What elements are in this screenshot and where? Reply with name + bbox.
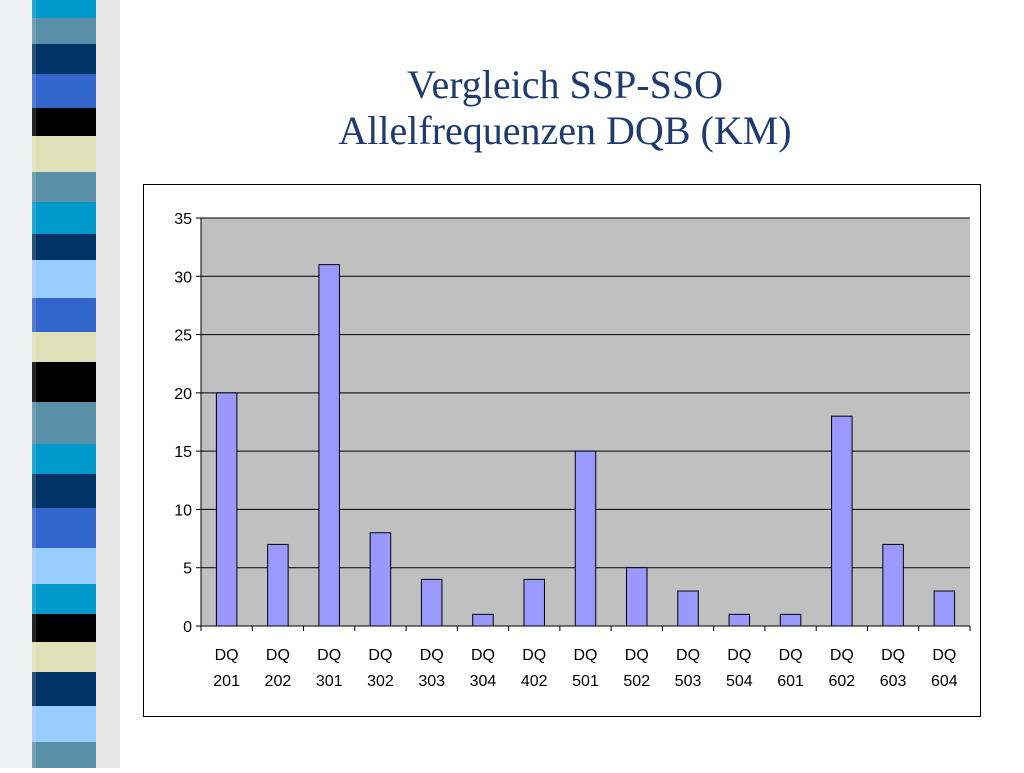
y-tick-label: 10 — [174, 502, 192, 519]
bar — [267, 543, 289, 627]
bar — [574, 450, 597, 627]
stripe-segment — [32, 548, 96, 585]
y-tick-label: 15 — [174, 444, 192, 461]
stripe-segment — [32, 474, 96, 509]
x-tick-label: DQ 402 — [521, 647, 548, 690]
x-tick-label: DQ 501 — [572, 647, 599, 690]
stripe-segment — [32, 18, 96, 45]
stripe-segment — [32, 672, 96, 707]
stripe-segment — [32, 642, 96, 673]
stripe-segment — [32, 44, 96, 75]
x-tick-label: DQ 602 — [828, 647, 855, 690]
x-tick-label: DQ 202 — [265, 647, 292, 690]
stripe-segment — [32, 260, 96, 299]
bar — [420, 578, 443, 627]
x-tick-label: DQ 601 — [777, 647, 804, 690]
stripe-segment — [32, 108, 96, 137]
x-tick-label: DQ 301 — [316, 647, 343, 690]
x-tick-label: DQ 303 — [418, 647, 445, 690]
y-tick-label: 5 — [183, 561, 192, 578]
bar — [677, 590, 699, 627]
slide-title-line-2: Allelfrequenzen DQB (KM) — [338, 108, 792, 153]
x-tick-label: DQ 502 — [623, 647, 650, 690]
bar — [728, 613, 751, 627]
x-tick-label: DQ 201 — [213, 647, 240, 690]
y-tick-label: 20 — [174, 386, 192, 403]
bar — [626, 567, 648, 627]
x-tick-label: DQ 603 — [880, 647, 907, 690]
stripe-segment — [32, 202, 96, 235]
x-tick-label: DQ 503 — [675, 647, 702, 690]
slide-title-line-1: Vergleich SSP-SSO — [407, 62, 723, 107]
bar — [882, 543, 904, 627]
y-tick-label: 30 — [174, 269, 192, 286]
bar — [369, 532, 392, 627]
slide-title: Vergleich SSP-SSO Allelfrequenzen DQB (K… — [230, 62, 900, 154]
stripe-segment — [32, 614, 96, 643]
stripe-segment — [32, 444, 96, 475]
bar — [215, 392, 238, 627]
bar — [318, 264, 340, 627]
stripe-segment — [32, 706, 96, 743]
stripe-segment — [32, 136, 96, 173]
bar — [933, 590, 956, 627]
stripe-segment — [32, 332, 96, 363]
x-tick-label: DQ 504 — [726, 647, 753, 690]
stripe-segment — [32, 172, 96, 203]
x-tick-label: DQ 302 — [367, 647, 394, 690]
stripe-segment — [32, 584, 96, 615]
x-tick-label: DQ 604 — [931, 647, 958, 690]
stripe-segment — [32, 402, 96, 445]
bar — [831, 415, 853, 627]
stripe-segment — [32, 742, 96, 773]
bar — [523, 578, 545, 627]
stripe-segment — [32, 508, 96, 549]
decorative-stripe-bar — [0, 0, 120, 773]
stripe-highlight — [32, 0, 36, 768]
y-tick-label: 0 — [183, 619, 192, 636]
stripe-segment — [32, 234, 96, 261]
y-tick-label: 25 — [174, 328, 192, 345]
bar — [472, 613, 494, 627]
stripe-segment — [32, 0, 96, 19]
bar-chart: 0 5 10 15 20 25 30 35 DQ 201 DQ 202 DQ 301 DQ 302 DQ 303 D… — [174, 211, 971, 690]
stripe-segment — [32, 298, 96, 333]
stripe-segment — [32, 362, 96, 403]
bar — [779, 613, 802, 627]
stripe-pattern — [0, 0, 120, 773]
chart-frame: 0 5 10 15 20 25 30 35 DQ 201 DQ 202 DQ 301 DQ 302 DQ 303 D… — [143, 184, 981, 717]
y-tick-label: 35 — [174, 211, 192, 228]
stripe-segment — [32, 74, 96, 109]
x-tick-label: DQ 304 — [470, 647, 497, 690]
